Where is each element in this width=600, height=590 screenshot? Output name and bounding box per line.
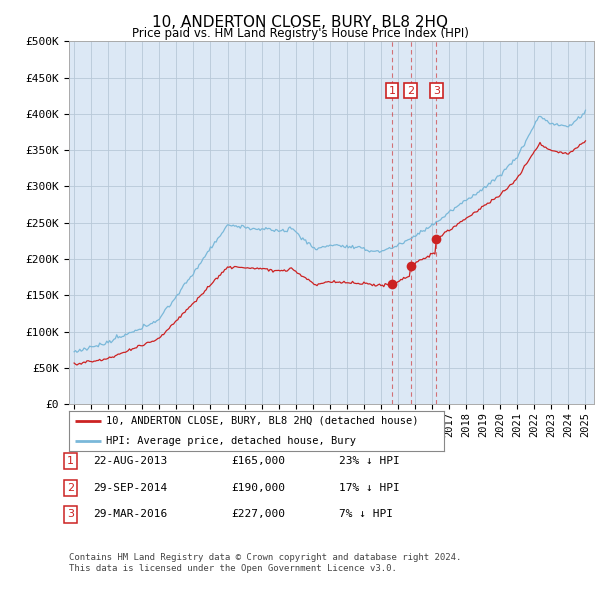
Text: £190,000: £190,000 xyxy=(231,483,285,493)
Text: HPI: Average price, detached house, Bury: HPI: Average price, detached house, Bury xyxy=(107,436,356,446)
Text: 10, ANDERTON CLOSE, BURY, BL8 2HQ: 10, ANDERTON CLOSE, BURY, BL8 2HQ xyxy=(152,15,448,30)
Text: 3: 3 xyxy=(67,510,74,519)
Text: 2: 2 xyxy=(67,483,74,493)
Text: £165,000: £165,000 xyxy=(231,457,285,466)
Text: 2: 2 xyxy=(407,86,415,96)
Text: 22-AUG-2013: 22-AUG-2013 xyxy=(93,457,167,466)
Text: 17% ↓ HPI: 17% ↓ HPI xyxy=(339,483,400,493)
Text: 29-SEP-2014: 29-SEP-2014 xyxy=(93,483,167,493)
Text: 3: 3 xyxy=(433,86,440,96)
Text: Contains HM Land Registry data © Crown copyright and database right 2024.: Contains HM Land Registry data © Crown c… xyxy=(69,553,461,562)
Text: 1: 1 xyxy=(388,86,395,96)
Text: This data is licensed under the Open Government Licence v3.0.: This data is licensed under the Open Gov… xyxy=(69,565,397,573)
Text: 29-MAR-2016: 29-MAR-2016 xyxy=(93,510,167,519)
Text: 10, ANDERTON CLOSE, BURY, BL8 2HQ (detached house): 10, ANDERTON CLOSE, BURY, BL8 2HQ (detac… xyxy=(107,416,419,426)
Text: £227,000: £227,000 xyxy=(231,510,285,519)
Text: 7% ↓ HPI: 7% ↓ HPI xyxy=(339,510,393,519)
Text: 23% ↓ HPI: 23% ↓ HPI xyxy=(339,457,400,466)
Text: Price paid vs. HM Land Registry's House Price Index (HPI): Price paid vs. HM Land Registry's House … xyxy=(131,27,469,40)
Text: 1: 1 xyxy=(67,457,74,466)
